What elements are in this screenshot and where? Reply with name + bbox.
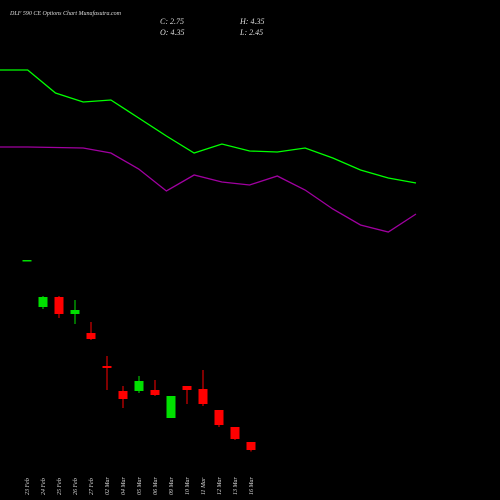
- x-tick-label: 26 Feb: [73, 478, 79, 495]
- candle-body: [102, 366, 112, 368]
- x-tick-label: 02 Mar: [105, 477, 111, 495]
- x-tick-label: 05 Mar: [137, 477, 143, 495]
- x-tick-label: 10 Mar: [185, 477, 191, 495]
- candle-body: [54, 297, 64, 314]
- x-tick-label: 09 Mar: [169, 477, 175, 495]
- x-tick-label: 25 Feb: [57, 478, 63, 495]
- x-tick-label: 27 Feb: [89, 478, 95, 495]
- x-tick-label: 12 Mar: [217, 477, 223, 495]
- moving-average-line: [0, 69, 417, 184]
- candle-body: [86, 333, 96, 339]
- x-tick-label: 13 Mar: [233, 477, 239, 495]
- candle-body: [22, 260, 32, 262]
- candle-body: [166, 396, 176, 418]
- x-tick-label: 16 Mar: [249, 477, 255, 495]
- summary-open: O: 4.35: [160, 28, 184, 37]
- candle-body: [134, 381, 144, 391]
- candle-body: [150, 390, 160, 395]
- candle-body: [118, 391, 128, 399]
- moving-average-line: [0, 146, 417, 233]
- candle-body: [246, 442, 256, 450]
- candle-body: [214, 410, 224, 425]
- chart-title: DLF 590 CE Options Chart Munafasutra.com: [9, 10, 122, 17]
- summary-low: L: 2.45: [239, 28, 263, 37]
- x-tick-label: 11 Mar: [201, 477, 207, 495]
- summary-high: H: 4.35: [239, 17, 264, 26]
- candle-body: [230, 427, 240, 439]
- summary-close: C: 2.75: [160, 17, 184, 26]
- x-tick-label: 24 Feb: [40, 478, 47, 495]
- candle-body: [198, 389, 208, 404]
- x-tick-label: 06 Mar: [153, 477, 159, 495]
- candle-body: [38, 297, 48, 307]
- candle-body: [70, 310, 80, 314]
- candle-body: [182, 386, 192, 390]
- x-tick-label: 23 Feb: [25, 478, 31, 495]
- x-tick-label: 04 Mar: [120, 477, 127, 495]
